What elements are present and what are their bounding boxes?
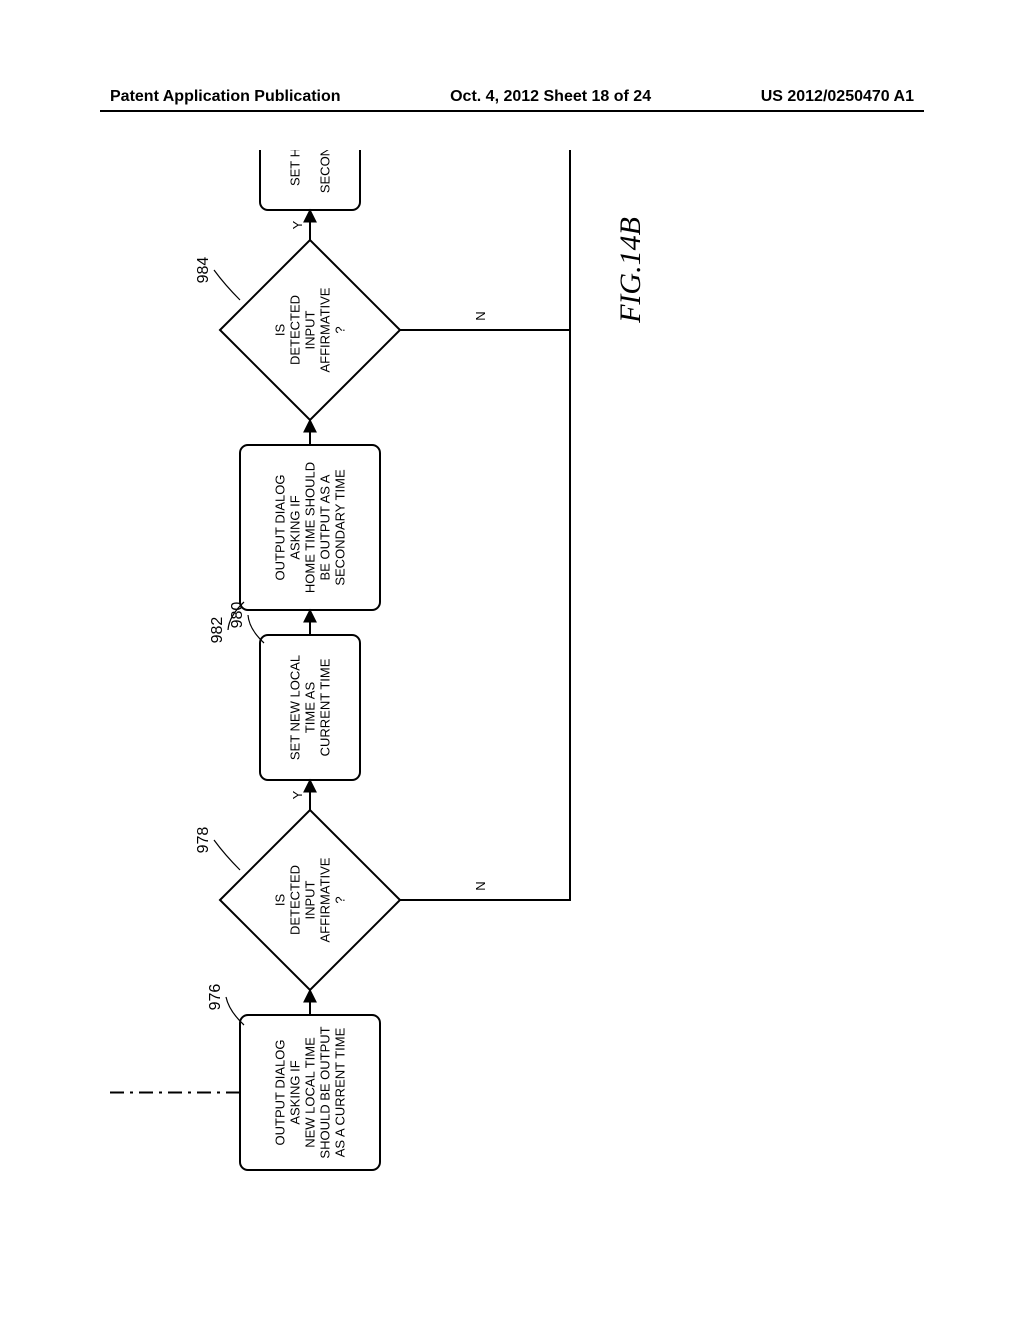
svg-text:978: 978 — [195, 827, 212, 854]
header-left: Patent Application Publication — [110, 88, 341, 106]
svg-text:SET NEW LOCALTIME ASCURRENT TI: SET NEW LOCALTIME ASCURRENT TIME — [288, 655, 333, 760]
svg-text:Y: Y — [290, 220, 305, 229]
svg-text:980: 980 — [229, 602, 246, 629]
svg-text:SET HOME TIMEAS ASECONDARY TIM: SET HOME TIMEAS ASECONDARY TIME — [288, 150, 333, 193]
svg-text:ISDETECTEDINPUTAFFIRMATIVE?: ISDETECTEDINPUTAFFIRMATIVE? — [273, 857, 348, 942]
svg-text:OUTPUT DIALOGASKING IFHOME TIM: OUTPUT DIALOGASKING IFHOME TIME SHOULDBE… — [273, 462, 348, 593]
svg-text:FIG.14B: FIG.14B — [614, 217, 647, 324]
svg-text:982: 982 — [209, 617, 226, 644]
flowchart-svg: OUTPUT DIALOGASKING IFNEW LOCAL TIMESHOU… — [110, 150, 910, 1250]
svg-text:N: N — [473, 311, 488, 320]
svg-text:976: 976 — [207, 984, 224, 1011]
header-rule — [100, 110, 924, 112]
svg-text:N: N — [473, 881, 488, 890]
svg-text:Y: Y — [290, 790, 305, 799]
svg-text:OUTPUT DIALOGASKING IFNEW LOCA: OUTPUT DIALOGASKING IFNEW LOCAL TIMESHOU… — [273, 1026, 348, 1158]
header-right: US 2012/0250470 A1 — [761, 88, 914, 106]
header-center: Oct. 4, 2012 Sheet 18 of 24 — [450, 88, 651, 106]
page-header: Patent Application Publication Oct. 4, 2… — [0, 88, 1024, 106]
svg-text:984: 984 — [195, 257, 212, 284]
flowchart-diagram: OUTPUT DIALOGASKING IFNEW LOCAL TIMESHOU… — [110, 150, 910, 1250]
svg-text:ISDETECTEDINPUTAFFIRMATIVE?: ISDETECTEDINPUTAFFIRMATIVE? — [273, 287, 348, 372]
